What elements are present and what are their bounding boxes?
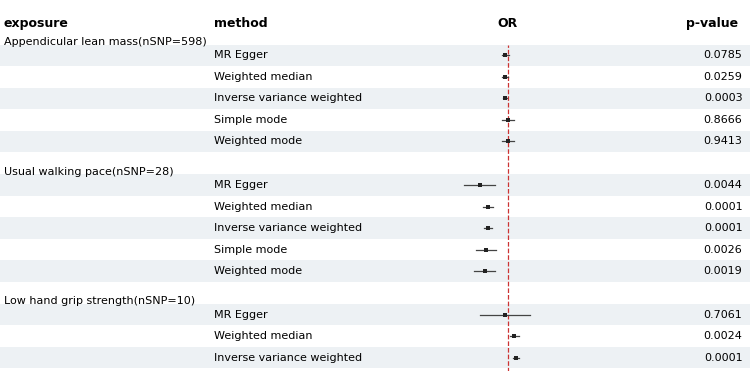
Text: Simple mode: Simple mode <box>214 244 287 255</box>
Text: 0.0785: 0.0785 <box>704 50 742 60</box>
Text: Low hand grip strength(nSNP=10): Low hand grip strength(nSNP=10) <box>4 296 195 306</box>
Bar <box>0 109 750 131</box>
Text: MR Egger: MR Egger <box>214 50 267 60</box>
Bar <box>0 368 750 371</box>
Bar <box>0 325 750 347</box>
Text: 0.0003: 0.0003 <box>704 93 742 104</box>
Text: 0.0019: 0.0019 <box>704 266 742 276</box>
Text: 0.9413: 0.9413 <box>704 137 742 147</box>
Text: Inverse variance weighted: Inverse variance weighted <box>214 93 362 104</box>
Text: 0.0026: 0.0026 <box>704 244 742 255</box>
Text: Weighted median: Weighted median <box>214 331 312 341</box>
Text: MR Egger: MR Egger <box>214 180 267 190</box>
Bar <box>0 66 750 88</box>
Text: exposure: exposure <box>4 17 69 30</box>
Text: Weighted mode: Weighted mode <box>214 137 302 147</box>
Text: 0.0001: 0.0001 <box>704 201 742 211</box>
Text: Simple mode: Simple mode <box>214 115 287 125</box>
Text: 0.0001: 0.0001 <box>704 223 742 233</box>
Bar <box>0 45 750 66</box>
Text: Inverse variance weighted: Inverse variance weighted <box>214 223 362 233</box>
Text: method: method <box>214 17 267 30</box>
Text: Weighted median: Weighted median <box>214 201 312 211</box>
Text: Weighted median: Weighted median <box>214 72 312 82</box>
Bar <box>0 131 750 152</box>
Text: OR: OR <box>498 17 518 30</box>
Text: 0.0024: 0.0024 <box>704 331 742 341</box>
Bar <box>0 239 750 260</box>
Bar <box>0 88 750 109</box>
Text: 0.0001: 0.0001 <box>704 353 742 362</box>
Text: MR Egger: MR Egger <box>214 310 267 319</box>
Text: Weighted mode: Weighted mode <box>214 266 302 276</box>
Bar <box>0 174 750 196</box>
Bar <box>0 260 750 282</box>
Text: Appendicular lean mass(nSNP=598): Appendicular lean mass(nSNP=598) <box>4 37 206 47</box>
Bar <box>0 304 750 325</box>
Text: 0.0044: 0.0044 <box>704 180 742 190</box>
Bar <box>0 217 750 239</box>
Text: 0.8666: 0.8666 <box>704 115 742 125</box>
Bar <box>0 196 750 217</box>
Text: p-value: p-value <box>686 17 739 30</box>
Bar <box>0 347 750 368</box>
Text: Usual walking pace(nSNP=28): Usual walking pace(nSNP=28) <box>4 167 173 177</box>
Text: 0.0259: 0.0259 <box>704 72 742 82</box>
Text: 0.7061: 0.7061 <box>704 310 742 319</box>
Text: Inverse variance weighted: Inverse variance weighted <box>214 353 362 362</box>
